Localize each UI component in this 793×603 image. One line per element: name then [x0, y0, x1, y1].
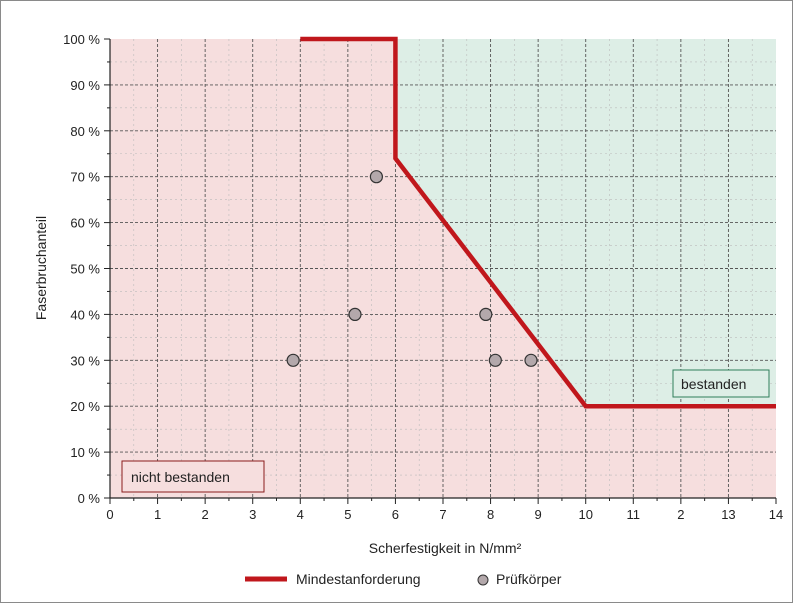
region-box-pass: bestanden	[672, 369, 770, 398]
series-line-mindestanforderung	[300, 36, 776, 409]
region-label-fail: nicht bestanden	[131, 469, 230, 485]
x-tick-label: 11	[627, 507, 641, 522]
x-tick-label: 5	[344, 507, 351, 522]
data-point	[479, 307, 493, 321]
data-point	[369, 170, 383, 184]
data-point	[524, 353, 538, 367]
y-tick-label: 40 %	[70, 307, 100, 322]
y-tick-label: 90 %	[70, 78, 100, 93]
y-tick-label: 100 %	[63, 32, 100, 47]
x-tick-label: 7	[439, 507, 446, 522]
tick-labels-layer: 0 1 2 3 4 5 6 7 8 9 10 11 2 13 14 0 % 10 % 20 % 30 % 40 % 50…	[63, 32, 783, 522]
x-axis-title: Scherfestigkeit in N/mm²	[369, 540, 522, 556]
grid-layer	[110, 39, 776, 498]
points-layer	[286, 170, 538, 367]
data-point	[348, 307, 362, 321]
x-tick-label: 10	[578, 507, 592, 522]
y-tick-label: 30 %	[70, 353, 100, 368]
x-tick-label: 6	[392, 507, 399, 522]
axes-layer	[104, 38, 777, 504]
x-tick-label: 2	[677, 507, 684, 522]
x-tick-label: 9	[535, 507, 542, 522]
y-tick-label: 50 %	[70, 262, 100, 277]
y-tick-label: 80 %	[70, 124, 100, 139]
series-layer	[300, 36, 776, 409]
x-tick-label: 13	[721, 507, 735, 522]
region-label-pass: bestanden	[681, 376, 746, 392]
data-point	[286, 353, 300, 367]
y-tick-label: 0 %	[78, 491, 101, 506]
y-tick-label: 60 %	[70, 216, 100, 231]
y-axis-title: Faserbruchanteil	[33, 216, 49, 320]
x-tick-label: 8	[487, 507, 494, 522]
x-tick-label: 1	[154, 507, 161, 522]
x-tick-label: 14	[769, 507, 783, 522]
y-tick-label: 70 %	[70, 170, 100, 185]
region-box-fail: nicht bestanden	[121, 460, 265, 493]
x-tick-label: 2	[202, 507, 209, 522]
legend: Mindestanforderung Prüfkörper	[245, 571, 562, 587]
y-tick-label: 20 %	[70, 399, 100, 414]
legend-label-line: Mindestanforderung	[296, 571, 421, 587]
legend-label-points: Prüfkörper	[496, 571, 562, 587]
x-tick-label: 4	[297, 507, 304, 522]
x-tick-label: 3	[249, 507, 256, 522]
legend-point-swatch	[477, 574, 489, 586]
data-point	[488, 353, 502, 367]
x-tick-label: 0	[106, 507, 113, 522]
y-tick-label: 10 %	[70, 445, 100, 460]
